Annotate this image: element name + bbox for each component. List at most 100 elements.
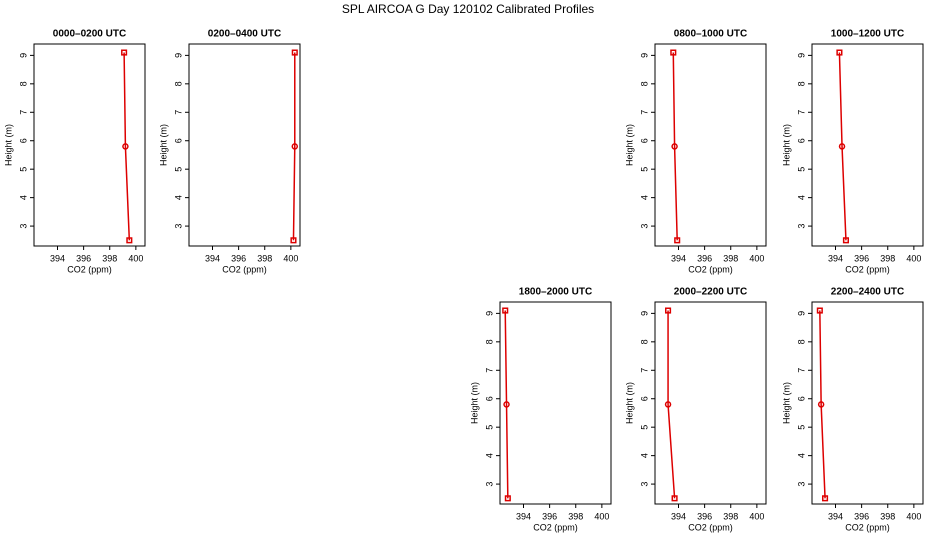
x-tick-label: 398 [723, 511, 738, 521]
y-tick-label: 9 [639, 311, 649, 316]
profile-line [123, 52, 131, 241]
y-axis-label: Height (m) [469, 382, 479, 424]
y-tick-label: 8 [173, 81, 183, 86]
y-tick-label: 6 [796, 396, 806, 401]
x-tick-label: 398 [568, 511, 583, 521]
x-tick-label: 400 [906, 511, 921, 521]
y-tick-label: 3 [173, 224, 183, 229]
point [670, 49, 677, 56]
y-tick-label: 7 [173, 110, 183, 115]
point [290, 237, 297, 244]
x-tick-label: 396 [231, 253, 246, 263]
x-tick-label: 396 [76, 253, 91, 263]
y-axis-label: Height (m) [781, 124, 791, 166]
y-tick-label: 4 [173, 195, 183, 200]
x-tick-label: 398 [723, 253, 738, 263]
x-axis-label: CO2 (ppm) [533, 522, 578, 532]
x-tick-label: 394 [50, 253, 65, 263]
y-tick-label: 9 [796, 53, 806, 58]
y-tick-label: 4 [639, 195, 649, 200]
profile-line [819, 310, 826, 499]
y-axis-label: Height (m) [3, 124, 13, 166]
plot-frame [33, 43, 146, 247]
point [126, 237, 133, 244]
y-tick-label: 3 [639, 482, 649, 487]
x-axis-label: CO2 (ppm) [222, 264, 267, 274]
panel-title: 0800–1000 UTC [674, 29, 747, 40]
y-tick-label: 6 [796, 138, 806, 143]
x-tick-label: 400 [906, 253, 921, 263]
profile-line [672, 52, 678, 241]
x-tick-label: 396 [697, 511, 712, 521]
x-tick-label: 400 [128, 253, 143, 263]
y-tick-label: 3 [484, 482, 494, 487]
y-tick-label: 4 [639, 453, 649, 458]
panel-title: 0200–0400 UTC [208, 29, 281, 40]
y-tick-label: 6 [639, 138, 649, 143]
y-tick-label: 3 [796, 224, 806, 229]
y-tick-label: 7 [639, 110, 649, 115]
y-tick-label: 8 [796, 339, 806, 344]
panel-title: 2200–2400 UTC [831, 287, 904, 298]
x-tick-label: 394 [205, 253, 220, 263]
point [503, 401, 510, 408]
x-tick-label: 400 [594, 511, 609, 521]
y-tick-label: 9 [639, 53, 649, 58]
y-tick-label: 6 [173, 138, 183, 143]
point [502, 307, 509, 314]
x-tick-label: 398 [102, 253, 117, 263]
y-tick-label: 8 [796, 81, 806, 86]
y-tick-label: 9 [18, 53, 28, 58]
x-axis-label: CO2 (ppm) [845, 264, 890, 274]
y-tick-label: 4 [796, 453, 806, 458]
x-tick-label: 400 [749, 511, 764, 521]
y-tick-label: 3 [639, 224, 649, 229]
y-tick-label: 6 [484, 396, 494, 401]
y-tick-label: 5 [639, 425, 649, 430]
y-tick-label: 5 [639, 167, 649, 172]
x-tick-label: 398 [257, 253, 272, 263]
y-tick-label: 9 [173, 53, 183, 58]
y-tick-label: 8 [639, 81, 649, 86]
y-tick-label: 7 [796, 110, 806, 115]
x-axis-label: CO2 (ppm) [67, 264, 112, 274]
x-tick-label: 398 [880, 511, 895, 521]
y-tick-label: 4 [796, 195, 806, 200]
plot-frame [499, 301, 612, 505]
y-tick-label: 9 [484, 311, 494, 316]
x-tick-label: 396 [854, 253, 869, 263]
point [291, 49, 298, 56]
panel-title: 1000–1200 UTC [831, 29, 904, 40]
y-tick-label: 9 [796, 311, 806, 316]
y-axis-label: Height (m) [781, 382, 791, 424]
y-axis-label: Height (m) [158, 124, 168, 166]
profile-line [504, 310, 509, 499]
panel-title: 1800–2000 UTC [519, 287, 592, 298]
x-tick-label: 396 [542, 511, 557, 521]
point [838, 143, 846, 150]
profile-line [292, 52, 296, 241]
x-tick-label: 394 [828, 253, 843, 263]
plot-frame [188, 43, 301, 247]
y-axis-label: Height (m) [624, 124, 634, 166]
panel-title: 2000–2200 UTC [674, 287, 747, 298]
y-tick-label: 5 [484, 425, 494, 430]
x-tick-label: 394 [516, 511, 531, 521]
y-tick-label: 6 [18, 138, 28, 143]
x-tick-label: 396 [854, 511, 869, 521]
y-tick-label: 4 [18, 195, 28, 200]
plot-frame [811, 43, 924, 247]
y-tick-label: 6 [639, 396, 649, 401]
y-tick-label: 8 [639, 339, 649, 344]
x-axis-label: CO2 (ppm) [688, 522, 733, 532]
profile-line [838, 52, 847, 241]
plot-frame [654, 301, 767, 505]
x-tick-label: 400 [283, 253, 298, 263]
point [816, 307, 823, 314]
y-tick-label: 5 [18, 167, 28, 172]
y-tick-label: 7 [18, 110, 28, 115]
x-tick-label: 396 [697, 253, 712, 263]
point [674, 237, 681, 244]
y-tick-label: 4 [484, 453, 494, 458]
